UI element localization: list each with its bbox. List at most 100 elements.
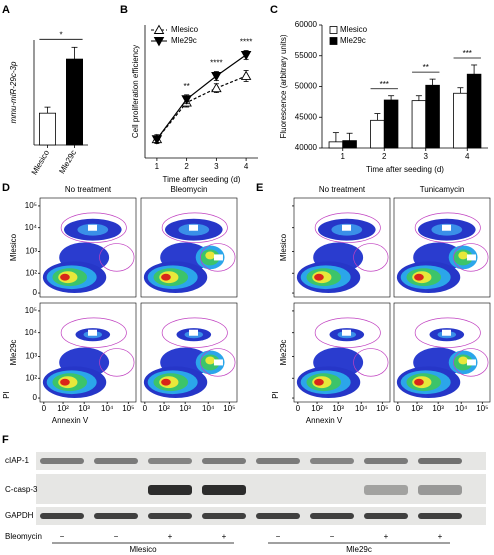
band <box>310 458 354 464</box>
y-tick-label: 10² <box>25 268 37 277</box>
treatment-sign: + <box>168 532 173 541</box>
legend-marker <box>153 37 165 47</box>
legend-marker <box>153 24 165 34</box>
bar <box>453 92 468 149</box>
gate-label-box <box>88 224 97 231</box>
marker <box>211 82 222 93</box>
y-tick-label: 50000 <box>295 82 318 91</box>
band <box>94 458 138 464</box>
group-label: Mlesico <box>129 545 157 554</box>
series-line <box>156 75 247 140</box>
legend-label: Mle29c <box>171 36 197 45</box>
x-tick-label: 1 <box>341 152 346 161</box>
bar <box>425 84 440 149</box>
x-tick-label: 2 <box>382 152 387 161</box>
band <box>310 513 354 519</box>
gate <box>99 243 135 272</box>
series-line <box>156 54 247 140</box>
x-axis-label: Time after seeding (d) <box>366 165 444 174</box>
y-axis-label: Fluorescence (arbitrary units) <box>279 34 288 138</box>
flow-plot <box>393 302 491 403</box>
y-tick-label: 10⁴ <box>25 328 38 337</box>
x-tick-label: 10³ <box>432 404 444 413</box>
x-axis-label: Annexin V <box>52 416 89 425</box>
gate-label-box <box>213 359 223 366</box>
bar <box>370 119 385 149</box>
significance-label: * <box>59 30 62 39</box>
band <box>256 458 300 464</box>
legend-swatch <box>329 26 338 34</box>
row-label: Mle29c <box>9 340 18 366</box>
y-tick-label: 40000 <box>295 143 318 152</box>
gate <box>200 243 236 272</box>
treatment-sign: + <box>438 532 443 541</box>
flow-plot <box>39 197 137 298</box>
density <box>414 273 424 281</box>
panel-letter: B <box>120 4 128 16</box>
band <box>364 458 408 464</box>
gate-label-box <box>189 224 198 231</box>
legend-label: Mle29c <box>340 36 366 45</box>
x-tick-label: 0 <box>42 404 47 413</box>
significance-label: **** <box>210 59 222 68</box>
gate <box>353 348 389 377</box>
blot-strip <box>36 474 486 504</box>
x-tick-label: 10⁵ <box>223 404 235 413</box>
treatment-label: Bleomycin <box>5 532 42 541</box>
flow-plot <box>140 302 238 403</box>
significance-label: *** <box>380 80 389 89</box>
y-tick-label: 0 <box>33 288 38 297</box>
y-tick-label: 55000 <box>295 51 318 60</box>
flow-plot <box>293 197 391 298</box>
x-tick-label: 10⁴ <box>202 404 215 413</box>
group-label: Mle29c <box>346 545 372 554</box>
marker <box>181 95 192 105</box>
x-tick-label: 10⁵ <box>376 404 388 413</box>
x-tick-label: 3 <box>214 162 219 171</box>
x-tick-label: Mlesico <box>30 148 52 176</box>
gate <box>161 212 228 243</box>
panel-letter: A <box>2 4 10 16</box>
significance-label: ** <box>184 82 190 91</box>
gate-label-box <box>88 329 97 336</box>
flow-plot <box>140 197 238 298</box>
gate-label-box <box>466 254 476 261</box>
panel-letter: C <box>270 4 278 16</box>
gate-label-box <box>342 224 351 231</box>
bar <box>383 99 399 149</box>
gate <box>161 317 228 348</box>
significance-label: ** <box>423 63 429 72</box>
density <box>458 251 468 260</box>
band <box>94 513 138 519</box>
x-tick-label: 10⁵ <box>122 404 134 413</box>
gate <box>60 212 127 243</box>
gate-label-box <box>466 359 476 366</box>
band <box>40 458 84 464</box>
gate-label-box <box>112 359 122 366</box>
row-label: Mle29c <box>279 340 288 366</box>
significance-label: *** <box>463 49 472 58</box>
density <box>458 356 468 365</box>
y-tick-label: 45000 <box>295 112 318 121</box>
treatment-sign: + <box>222 532 227 541</box>
gate-label-box <box>189 329 198 336</box>
panel-letter: E <box>256 182 263 194</box>
significance-label: **** <box>240 38 252 47</box>
marker <box>240 50 252 61</box>
bar <box>466 73 482 149</box>
x-tick-label: 10³ <box>179 404 191 413</box>
density <box>60 273 70 281</box>
bar <box>39 112 57 146</box>
x-tick-label: 10³ <box>78 404 90 413</box>
density <box>314 378 324 386</box>
column-title: Bleomycin <box>171 185 208 194</box>
x-tick-label: 0 <box>396 404 401 413</box>
density <box>161 378 171 386</box>
gate-label-box <box>112 254 122 261</box>
x-tick-label: 1 <box>155 162 160 171</box>
panel-letter: F <box>2 434 9 446</box>
marker <box>151 135 163 145</box>
panel-letter: D <box>2 182 10 194</box>
y-tick-label: 10³ <box>25 352 37 361</box>
